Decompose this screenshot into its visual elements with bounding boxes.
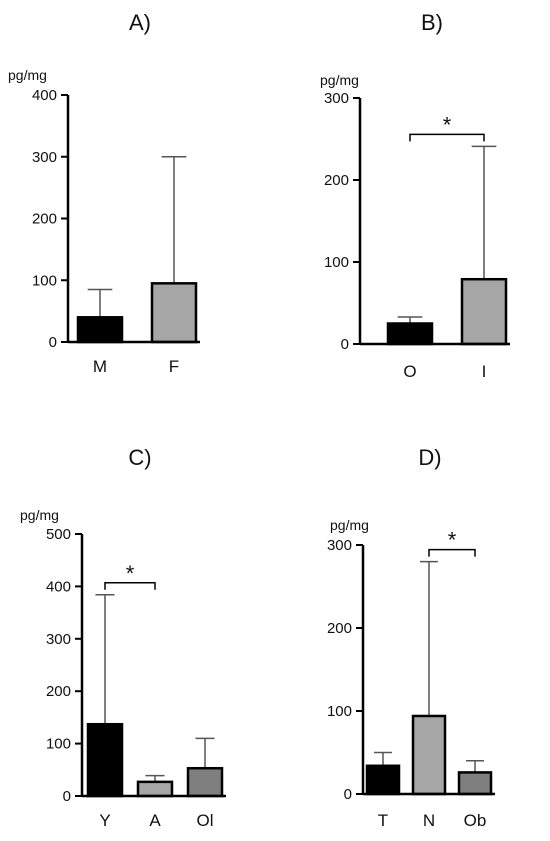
chart-panel-1: B) pg/mg 0 100 200 300 O I * <box>320 10 510 381</box>
y-tick-label: 300 <box>327 537 352 554</box>
significance-bracket <box>409 133 485 142</box>
y-tick-label: 100 <box>327 703 352 720</box>
significance-star: * <box>126 561 135 586</box>
bar <box>136 780 174 798</box>
y-tick-label: 400 <box>32 87 57 104</box>
significance-star: * <box>443 112 452 137</box>
y-tick-label: 500 <box>46 526 71 543</box>
y-tick-label: 200 <box>327 620 352 637</box>
y-tick-label: 100 <box>32 272 57 289</box>
significance-star: * <box>448 528 457 553</box>
x-category-label: T <box>378 811 388 830</box>
x-category-label: I <box>482 362 487 381</box>
y-tick-label: 0 <box>341 336 349 353</box>
y-tick-label: 200 <box>32 211 57 228</box>
significance-bracket <box>104 582 156 590</box>
x-category-label: O <box>403 362 416 381</box>
x-category-label: M <box>93 357 107 376</box>
x-category-label: Ol <box>197 811 214 830</box>
y-tick-label: 100 <box>46 736 71 753</box>
x-category-label: F <box>169 357 179 376</box>
y-tick-label: 200 <box>46 683 71 700</box>
x-category-label: Ob <box>464 811 487 830</box>
bar <box>457 771 493 796</box>
x-category-label: N <box>423 811 435 830</box>
chart-panel-0: A) pg/mg 0 100 200 300 400 M F <box>8 10 200 376</box>
y-axis-unit-label: pg/mg <box>330 517 369 533</box>
x-category-label: A <box>149 811 161 830</box>
y-tick-label: 300 <box>46 631 71 648</box>
y-tick-label: 200 <box>324 172 349 189</box>
y-tick-label: 100 <box>324 254 349 271</box>
y-tick-label: 0 <box>49 334 57 351</box>
y-axis-unit-label: pg/mg <box>320 72 359 88</box>
bar <box>86 722 124 798</box>
bar <box>186 766 224 798</box>
panel-title: D) <box>418 445 441 470</box>
y-tick-label: 0 <box>63 788 71 805</box>
y-axis-unit-label: pg/mg <box>20 507 59 523</box>
y-tick-label: 400 <box>46 578 71 595</box>
bar <box>150 282 198 344</box>
panel-title: A) <box>129 10 151 35</box>
bar <box>411 714 447 796</box>
chart-panel-2: C) pg/mg 0 100 200 300 400 500 Y A Ol * <box>20 445 226 830</box>
y-tick-label: 300 <box>324 90 349 107</box>
panel-title: C) <box>128 445 151 470</box>
chart-panel-3: D) pg/mg 0 100 200 300 T N Ob * <box>327 445 495 830</box>
y-tick-label: 300 <box>32 149 57 166</box>
x-category-label: Y <box>99 811 110 830</box>
panel-title: B) <box>421 10 443 35</box>
bar <box>460 277 508 346</box>
y-axis-unit-label: pg/mg <box>8 67 47 83</box>
bar <box>365 764 401 796</box>
bar <box>76 316 124 344</box>
bar <box>386 322 434 346</box>
significance-bracket <box>428 548 476 557</box>
y-tick-label: 0 <box>344 786 352 803</box>
